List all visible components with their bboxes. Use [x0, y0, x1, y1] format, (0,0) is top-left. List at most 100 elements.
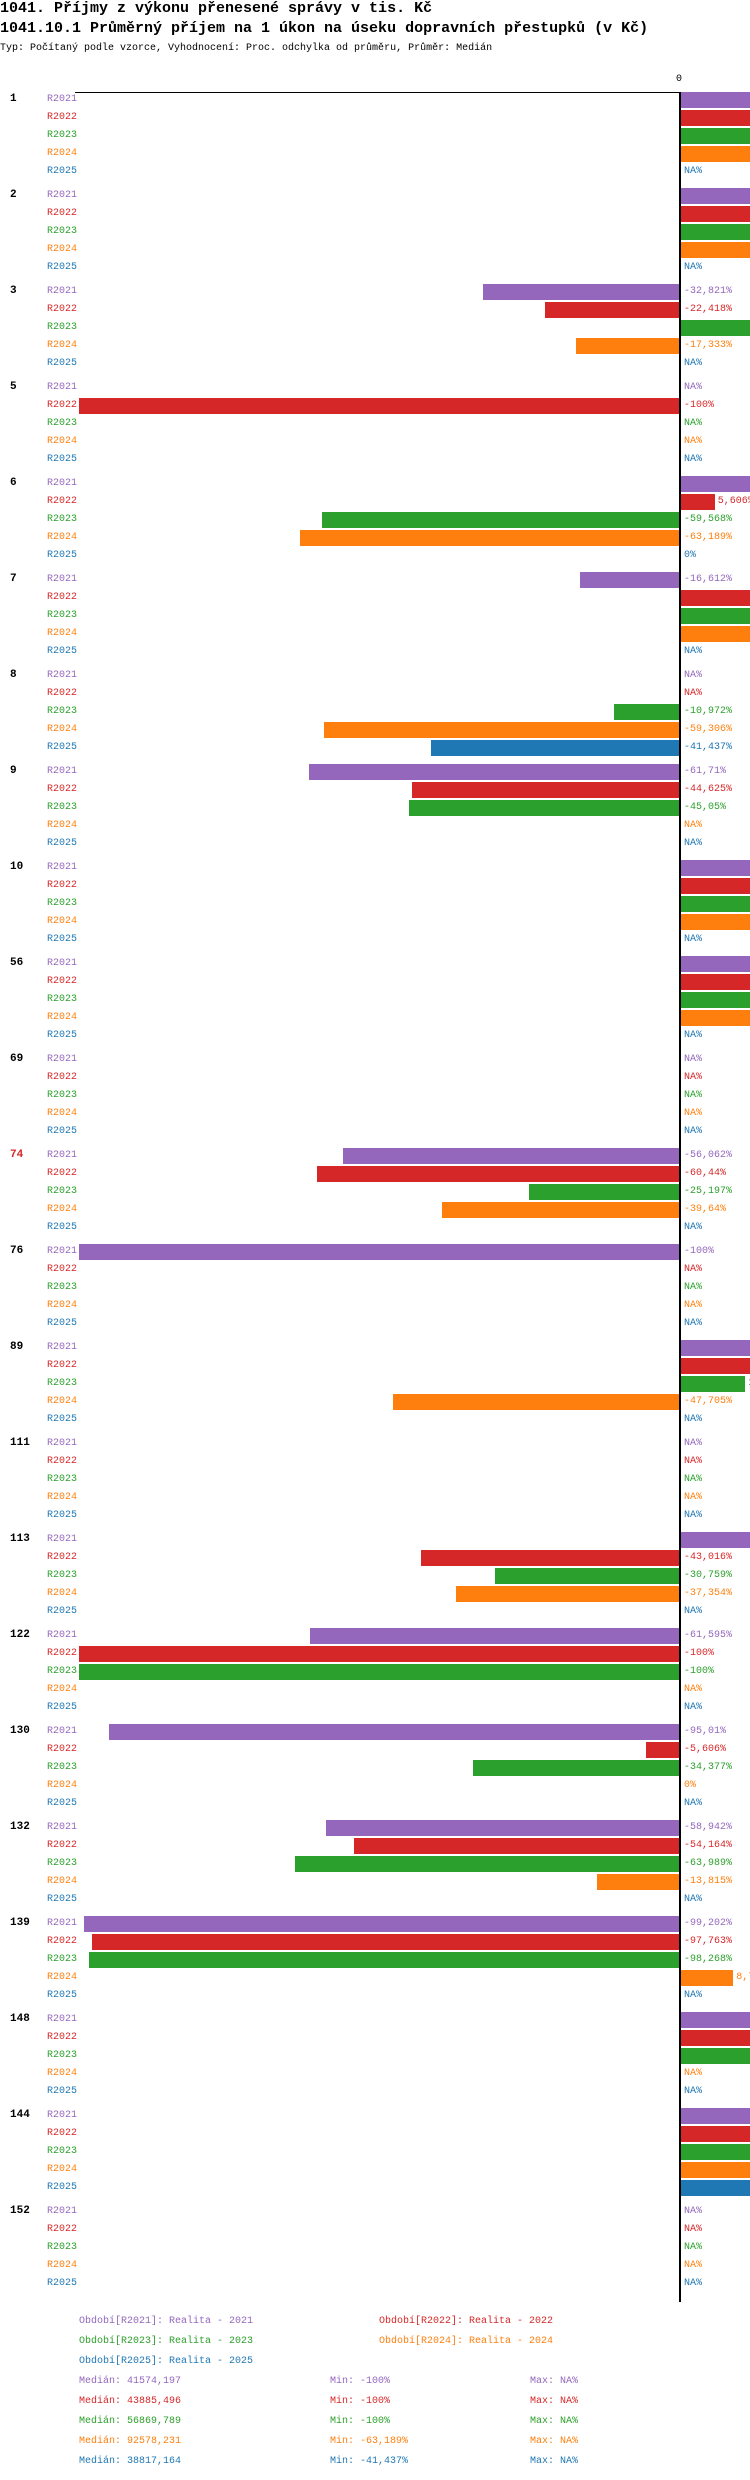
value-label: NA% [684, 166, 703, 177]
series-label: R2022 [47, 2224, 78, 2235]
value-label: -25,197% [684, 1186, 733, 1197]
bar [681, 242, 750, 258]
value-label: -45,05% [684, 802, 727, 813]
chart-title: 1041.10.1 Průměrný příjem na 1 úkon na ú… [0, 20, 649, 37]
value-label: -34,377% [684, 1762, 733, 1773]
legend-item-r2024: Období[R2024]: Realita - 2024 [379, 2336, 554, 2347]
value-label: -97,763% [684, 1936, 733, 1947]
min-r2025: Min: -41,437% [330, 2456, 409, 2467]
value-label: NA% [684, 382, 703, 393]
bar [343, 1148, 680, 1164]
median-r2021: Medián: 41574,197 [79, 2376, 182, 2387]
series-label: R2025 [47, 1894, 78, 1905]
series-label: R2021 [47, 286, 78, 297]
series-label: R2022 [47, 208, 78, 219]
bar [681, 1970, 734, 1986]
value-label: NA% [684, 2242, 703, 2253]
series-label: R2025 [47, 2086, 78, 2097]
bar [681, 320, 750, 336]
series-label: R2025 [47, 646, 78, 657]
bar [528, 1184, 680, 1200]
bar [321, 512, 680, 528]
value-label: -41,437% [684, 742, 733, 753]
series-label: R2025 [47, 838, 78, 849]
value-label: NA% [684, 1030, 703, 1041]
value-label: -44,625% [684, 784, 733, 795]
bar [79, 1646, 680, 1662]
series-label: R2023 [47, 1378, 78, 1389]
bar [323, 722, 680, 738]
group-label: 113 [10, 1533, 30, 1545]
series-label: R2023 [47, 418, 78, 429]
bar [575, 338, 680, 354]
min-r2021: Min: -100% [330, 2376, 391, 2387]
bar [681, 1532, 750, 1548]
value-label: -58,942% [684, 1822, 733, 1833]
bar [455, 1586, 680, 1602]
value-label: NA% [684, 1126, 703, 1137]
bar [681, 92, 750, 108]
series-label: R2024 [47, 1012, 78, 1023]
bar [295, 1856, 680, 1872]
value-label: NA% [684, 454, 703, 465]
group-label: 111 [10, 1437, 30, 1449]
bar [473, 1760, 680, 1776]
bar [681, 2048, 750, 2064]
bar [681, 914, 750, 930]
series-label: R2021 [47, 94, 78, 105]
value-label: -22,418% [684, 304, 733, 315]
series-label: R2025 [47, 2182, 78, 2193]
report-title: 1041. Příjmy z výkonu přenesené správy v… [0, 0, 433, 17]
group-label: 5 [10, 381, 17, 393]
legend-item-r2023: Období[R2023]: Realita - 2023 [79, 2336, 254, 2347]
bar [300, 530, 680, 546]
value-label: -54,164% [684, 1840, 733, 1851]
bar [681, 1358, 750, 1374]
median-r2022: Medián: 43885,496 [79, 2396, 182, 2407]
series-label: R2023 [47, 322, 78, 333]
value-label: -100% [684, 400, 715, 411]
series-label: R2021 [47, 1342, 78, 1353]
value-label: 8,7% [736, 1972, 750, 1983]
value-label: NA% [684, 1318, 703, 1329]
value-label: -16,612% [684, 574, 733, 585]
series-label: R2024 [47, 1780, 78, 1791]
value-label: -32,821% [684, 286, 733, 297]
bar [681, 2012, 750, 2028]
series-label: R2021 [47, 574, 78, 585]
series-label: R2023 [47, 130, 78, 141]
series-label: R2023 [47, 1954, 78, 1965]
median-r2024: Medián: 92578,231 [79, 2436, 182, 2447]
series-label: R2025 [47, 1318, 78, 1329]
value-label: NA% [684, 2206, 703, 2217]
bar [393, 1394, 680, 1410]
series-label: R2025 [47, 166, 78, 177]
series-label: R2025 [47, 934, 78, 945]
value-label: -30,759% [684, 1570, 733, 1581]
max-r2024: Max: NA% [530, 2436, 579, 2447]
value-label: NA% [684, 1990, 703, 2001]
series-label: R2024 [47, 340, 78, 351]
bar [325, 1820, 680, 1836]
value-label: NA% [684, 2260, 703, 2271]
series-label: R2024 [47, 724, 78, 735]
series-label: R2022 [47, 976, 78, 987]
value-label: NA% [684, 1684, 703, 1695]
value-label: -95,01% [684, 1726, 727, 1737]
bar [681, 2144, 750, 2160]
value-label: NA% [684, 1282, 703, 1293]
value-label: NA% [684, 2086, 703, 2097]
group-label: 76 [10, 1245, 24, 1257]
series-label: R2024 [47, 2164, 78, 2175]
series-label: R2025 [47, 1798, 78, 1809]
legend-item-r2025: Období[R2025]: Realita - 2025 [79, 2356, 254, 2367]
value-label: -100% [684, 1648, 715, 1659]
value-label: NA% [684, 1090, 703, 1101]
series-label: R2021 [47, 670, 78, 681]
bar [681, 128, 750, 144]
series-label: R2023 [47, 1762, 78, 1773]
bar [79, 1664, 680, 1680]
bar [79, 1244, 680, 1260]
series-label: R2023 [47, 1858, 78, 1869]
series-label: R2021 [47, 2014, 78, 2025]
